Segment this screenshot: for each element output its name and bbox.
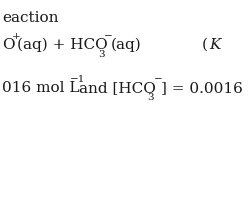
Text: −: − <box>154 75 163 84</box>
Text: O: O <box>2 38 14 52</box>
Text: ] = 0.0016: ] = 0.0016 <box>161 81 243 95</box>
Text: −1: −1 <box>70 75 86 84</box>
Text: 3: 3 <box>98 50 104 59</box>
Text: 016 mol L: 016 mol L <box>2 81 80 95</box>
Text: and [HCO: and [HCO <box>79 81 156 95</box>
Text: −: − <box>104 32 113 41</box>
Text: K: K <box>209 38 220 52</box>
Text: +: + <box>12 32 21 41</box>
Text: (aq) + HCO: (aq) + HCO <box>17 38 108 52</box>
Text: eaction: eaction <box>2 11 58 25</box>
Text: (: ( <box>202 38 208 52</box>
Text: (aq): (aq) <box>111 38 142 52</box>
Text: 3: 3 <box>147 93 154 102</box>
